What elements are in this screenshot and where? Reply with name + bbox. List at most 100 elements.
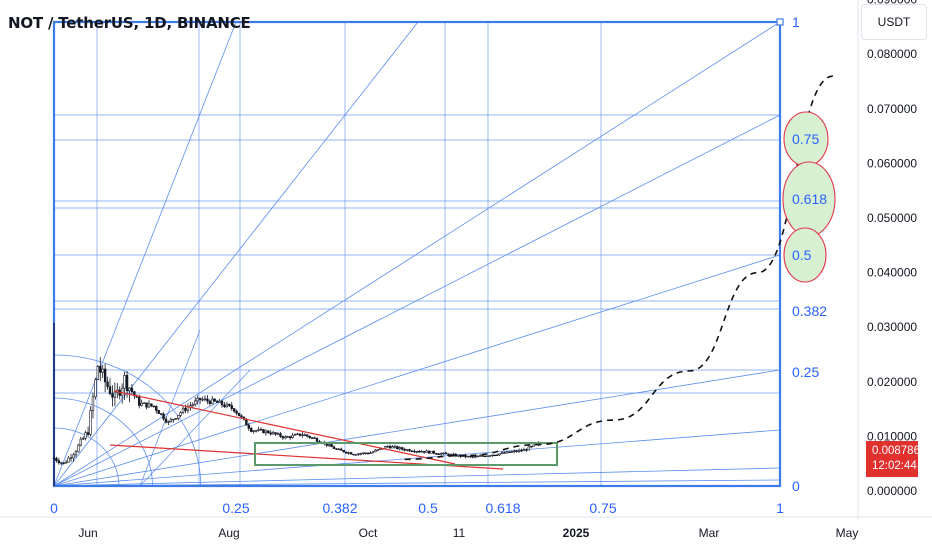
current-price-tag: 0.008786 12:02:44 — [866, 441, 920, 477]
fan-line-4 — [53, 254, 781, 487]
candle-body-24 — [111, 393, 114, 398]
candle-body-145 — [405, 449, 409, 451]
candle-body-0 — [52, 457, 56, 460]
candle-body-190 — [515, 450, 518, 453]
candle-body-83 — [254, 430, 258, 432]
candle-body-69 — [220, 400, 224, 406]
fan-line-2 — [53, 21, 781, 487]
trend-lines[interactable] — [109, 390, 558, 470]
candle-body-62 — [203, 398, 207, 400]
candle-body-185 — [503, 452, 506, 454]
candle-body-113 — [327, 444, 331, 446]
candle-body-118 — [340, 448, 343, 451]
candle-body-60 — [198, 397, 202, 400]
candle-body-186 — [505, 451, 509, 454]
candle-body-161 — [444, 452, 448, 455]
candle-body-82 — [252, 430, 255, 432]
descending-resistance-line — [113, 390, 456, 465]
candle-body-46 — [164, 418, 168, 423]
candle-body-77 — [240, 415, 243, 418]
time-tick-label-0: Jun — [78, 526, 97, 540]
candle-body-65 — [211, 398, 214, 404]
highlight-circles — [782, 111, 836, 283]
right-level-label-4: 0.382 — [792, 303, 827, 319]
gann-arcs — [53, 354, 202, 487]
candle-body-133 — [376, 449, 380, 451]
right-level-label-5: 0.25 — [792, 364, 819, 380]
candle-body-90 — [271, 432, 275, 435]
candle-body-127 — [362, 452, 365, 454]
candle-body-146 — [408, 449, 411, 452]
candle-body-157 — [435, 453, 438, 455]
candle-body-94 — [281, 436, 285, 439]
candle-body-151 — [420, 451, 423, 453]
candle-body-2 — [57, 460, 61, 464]
candle-body-115 — [332, 446, 336, 450]
candle-body-137 — [386, 445, 389, 448]
candle-body-125 — [357, 453, 360, 455]
fan-line-5 — [53, 369, 781, 487]
candle-body-121 — [347, 452, 350, 454]
candle-body-154 — [427, 450, 431, 454]
bottom-level-label-3: 0.5 — [418, 500, 438, 516]
candle-body-49 — [172, 418, 175, 421]
candle-body-128 — [364, 452, 367, 454]
gann-arc-1 — [53, 397, 153, 487]
candle-body-71 — [225, 403, 229, 408]
candle-body-172 — [471, 456, 475, 458]
price-tick-label-5: 0.040000 — [867, 266, 917, 280]
candle-body-38 — [145, 402, 148, 408]
candle-body-11 — [79, 438, 82, 446]
fan-line-1 — [53, 21, 419, 487]
candle-body-87 — [264, 430, 268, 434]
candle-body-116 — [335, 448, 338, 450]
candle-body-156 — [432, 450, 436, 454]
candle-body-106 — [310, 437, 314, 439]
candle-body-91 — [274, 432, 277, 435]
candle-body-25 — [113, 391, 117, 398]
candle-body-108 — [315, 438, 319, 442]
price-axis[interactable]: 0.090000 0.080000 0.070000 0.060000 0.050000… — [857, 0, 917, 520]
currency-selector[interactable]: USDT — [861, 4, 927, 40]
time-axis[interactable]: Jun Aug Oct 11 2025 Mar May — [0, 516, 932, 540]
candle-body-184 — [500, 452, 504, 454]
candle-body-89 — [269, 432, 272, 435]
time-tick-label-6: May — [836, 526, 859, 540]
candle-body-194 — [525, 449, 528, 451]
bottom-level-label-1: 0.25 — [222, 500, 249, 516]
fan-line-3 — [53, 114, 781, 487]
candle-body-52 — [179, 412, 182, 416]
right-level-label-0: 1 — [792, 14, 800, 30]
candle-body-8 — [72, 454, 75, 459]
gann-box-handle — [776, 18, 784, 26]
candle-body-7 — [69, 457, 73, 459]
candle-body-98 — [291, 434, 294, 439]
fan-line-0 — [53, 21, 237, 487]
candle-body-31 — [128, 387, 131, 391]
candle-body-67 — [215, 400, 219, 403]
candle-body-132 — [374, 449, 377, 453]
time-tick-label-3: 11 — [453, 526, 466, 540]
candle-body-20 — [101, 368, 104, 373]
candle-body-39 — [147, 403, 151, 408]
candle-body-102 — [301, 434, 304, 436]
candle-body-187 — [508, 451, 511, 453]
candle-body-174 — [476, 455, 479, 458]
candle-body-148 — [413, 450, 416, 453]
candle-body-43 — [157, 410, 160, 414]
candle-body-35 — [138, 397, 141, 406]
candle-body-152 — [422, 451, 426, 453]
time-tick-label-1: Aug — [218, 526, 239, 540]
highlight-circle-2 — [783, 227, 827, 283]
fan-line-7 — [53, 467, 781, 487]
gann-level-labels: 1 0.75 0.618 0.5 0.382 0.25 0 0 0.25 0.382 0.5 0.61… — [50, 14, 827, 516]
price-tick-label-8: 0.010000 — [867, 429, 917, 443]
candle-body-192 — [520, 449, 523, 452]
candle-countdown: 12:02:44 — [872, 460, 917, 472]
candle-body-66 — [213, 398, 216, 402]
projection-curve[interactable] — [404, 75, 834, 461]
candle-body-47 — [167, 421, 170, 423]
candle-body-21 — [103, 368, 107, 383]
candlestick-series — [52, 357, 543, 466]
